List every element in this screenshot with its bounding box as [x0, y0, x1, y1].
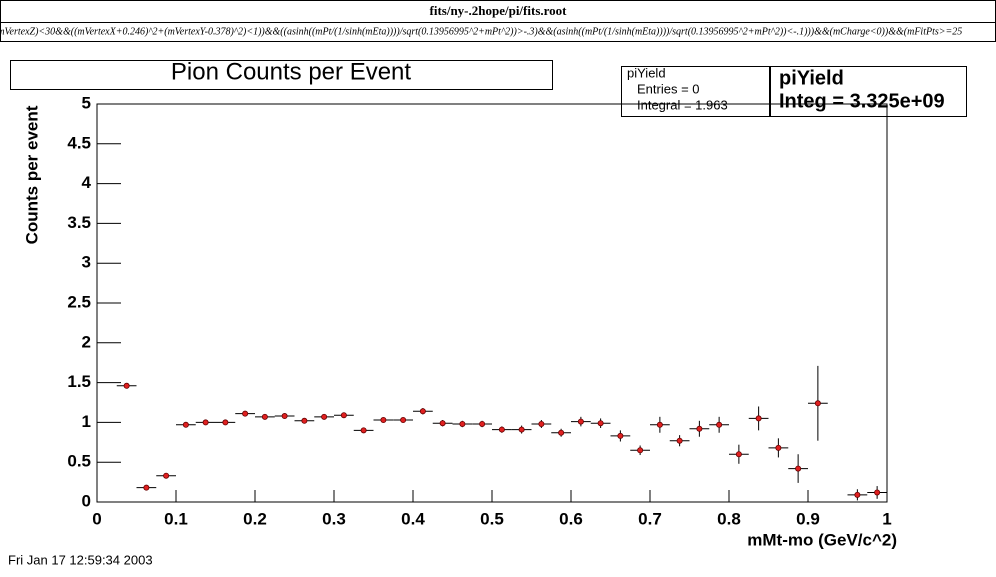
y-axis-label: Counts per event	[22, 105, 41, 244]
marker	[143, 484, 150, 491]
marker	[538, 420, 545, 427]
stats-line: piYield	[627, 65, 666, 80]
marker	[795, 465, 802, 472]
marker	[577, 418, 584, 425]
marker	[123, 382, 130, 389]
chart-title: Pion Counts per Event	[171, 58, 411, 85]
marker	[321, 413, 328, 420]
x-tick-label: 0.3	[322, 509, 346, 528]
x-tick-label: 0.8	[717, 509, 741, 528]
x-tick-label: 0.2	[243, 509, 267, 528]
marker	[518, 426, 525, 433]
x-tick-label: 0.6	[559, 509, 583, 528]
fit-stats-line: piYield	[779, 67, 844, 89]
x-axis-label: mMt-mo (GeV/c^2)	[747, 530, 897, 549]
y-tick-label: 2.5	[67, 292, 91, 311]
marker	[696, 425, 703, 432]
y-tick-label: 1	[82, 412, 91, 431]
x-tick-label: 0.1	[164, 509, 188, 528]
marker	[755, 415, 762, 422]
y-tick-label: 4	[82, 173, 92, 192]
y-tick-label: 0.5	[67, 452, 91, 471]
marker	[360, 427, 367, 434]
date-stamp: Fri Jan 17 12:59:34 2003	[8, 552, 153, 567]
fit-stats-box	[770, 66, 967, 117]
marker	[637, 447, 644, 454]
x-tick-label: 0.9	[796, 509, 820, 528]
stats-line: Integral = 1.963	[637, 97, 728, 112]
marker	[676, 437, 683, 444]
y-tick-label: 3	[82, 253, 91, 272]
x-tick-label: 0.7	[638, 509, 662, 528]
window-title: fits/ny-.2hope/pi/fits.root	[430, 3, 568, 18]
y-tick-label: 5	[82, 93, 91, 112]
marker	[597, 420, 604, 427]
x-tick-label: 0.4	[401, 509, 425, 528]
cut-clip: (mVertexZ)<30&&((mVertexX+0.246)^2+(mVer…	[0, 26, 962, 37]
x-tick-label: 1	[882, 509, 891, 528]
marker	[439, 420, 446, 427]
y-tick-label: 1.5	[67, 372, 91, 391]
marker	[854, 491, 861, 498]
marker	[814, 400, 821, 407]
marker	[716, 421, 723, 428]
marker	[380, 417, 387, 424]
marker	[874, 489, 881, 496]
marker	[242, 410, 249, 417]
marker	[479, 420, 486, 427]
marker	[617, 432, 624, 439]
x-tick-label: 0.5	[480, 509, 504, 528]
marker	[498, 426, 505, 433]
marker	[202, 419, 209, 426]
stats-line: Entries = 0	[637, 81, 700, 96]
marker	[301, 417, 308, 424]
marker	[419, 408, 426, 415]
y-tick-label: 0	[82, 491, 91, 510]
marker	[281, 413, 288, 420]
marker	[261, 413, 268, 420]
title-box	[10, 60, 553, 90]
marker	[735, 451, 742, 458]
marker	[656, 421, 663, 428]
marker	[459, 420, 466, 427]
y-tick-label: 4.5	[67, 133, 91, 152]
marker	[775, 444, 782, 451]
fit-stats-line: Integ = 3.325e+09	[779, 90, 945, 112]
y-tick-label: 2	[82, 332, 91, 351]
marker	[340, 412, 347, 419]
stats-box	[621, 66, 770, 117]
y-tick-label: 3.5	[67, 213, 91, 232]
marker	[182, 421, 189, 428]
cut-text: (mVertexZ)<30&&((mVertexX+0.246)^2+(mVer…	[0, 26, 962, 37]
marker	[163, 472, 170, 479]
marker	[222, 419, 229, 426]
x-tick-label: 0	[92, 509, 101, 528]
marker	[558, 429, 565, 436]
marker	[400, 417, 407, 424]
